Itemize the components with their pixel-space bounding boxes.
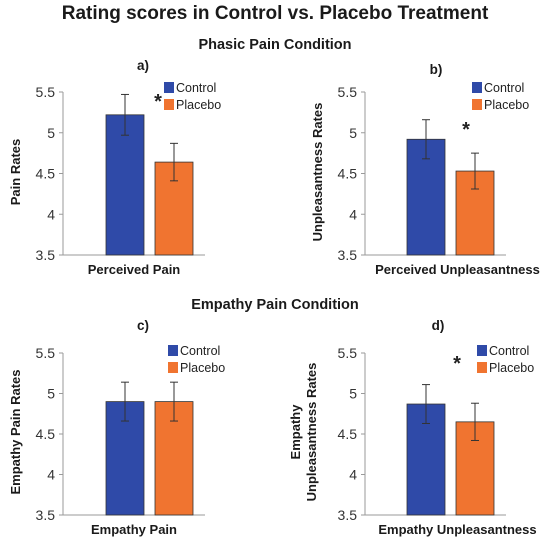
legend-swatch-control	[168, 345, 178, 356]
y-tick-label: 5.5	[338, 84, 358, 100]
bar-control	[105, 114, 145, 256]
significance-star: *	[462, 119, 470, 141]
y-axis-label-line: Empathy	[288, 404, 303, 460]
y-tick-label: 4	[47, 206, 55, 222]
x-axis-label: Empathy Pain	[91, 522, 177, 537]
y-tick-label: 5.5	[36, 84, 56, 100]
legend-swatch-placebo	[164, 99, 174, 110]
legend-label-placebo: Placebo	[180, 361, 225, 375]
legend-swatch-control	[164, 82, 174, 93]
legend-swatch-placebo	[472, 99, 482, 110]
section-title-empathy: Empathy Pain Condition	[191, 297, 359, 313]
y-tick-label: 5.5	[36, 345, 56, 361]
legend-swatch-placebo	[168, 362, 178, 373]
panel-label: b)	[430, 62, 443, 77]
y-tick-label: 3.5	[338, 507, 358, 523]
y-tick-label: 5	[349, 125, 357, 141]
panel-label: c)	[137, 318, 149, 333]
legend-label-control: Control	[176, 81, 216, 95]
panel-label: a)	[137, 58, 149, 73]
y-tick-label: 3.5	[36, 247, 56, 263]
y-tick-label: 4.5	[338, 166, 358, 182]
y-axis-label: Empathy Pain Rates	[8, 370, 23, 495]
page-title: Rating scores in Control vs. Placebo Tre…	[61, 3, 489, 24]
y-axis-label-line: Pain Rates	[8, 139, 23, 205]
significance-star: *	[154, 91, 162, 113]
x-axis-label: Perceived Unpleasantness	[375, 262, 540, 277]
significance-star: *	[453, 353, 461, 375]
y-axis-label: EmpathyUnpleasantness Rates	[288, 363, 319, 502]
legend-label-placebo: Placebo	[176, 98, 221, 112]
y-tick-label: 5	[349, 386, 357, 402]
legend-swatch-control	[472, 82, 482, 93]
legend-label-placebo: Placebo	[489, 361, 534, 375]
y-axis-label: Unpleasantness Rates	[310, 103, 325, 242]
x-axis-label: Empathy Unpleasantness	[378, 522, 536, 537]
y-tick-label: 3.5	[36, 507, 56, 523]
x-axis-label: Perceived Pain	[88, 262, 181, 277]
panel-label: d)	[432, 318, 445, 333]
y-tick-label: 4	[47, 467, 55, 483]
y-axis-label-line: Unpleasantness Rates	[310, 103, 325, 242]
y-tick-label: 4	[349, 206, 357, 222]
y-tick-label: 4.5	[36, 166, 56, 182]
legend-swatch-control	[477, 345, 487, 356]
section-title-phasic: Phasic Pain Condition	[198, 37, 352, 53]
y-tick-label: 3.5	[338, 247, 358, 263]
y-axis-label-line: Unpleasantness Rates	[304, 363, 319, 502]
legend-label-control: Control	[180, 344, 220, 358]
y-axis-label-line: Empathy Pain Rates	[8, 370, 23, 495]
legend-label-control: Control	[484, 81, 524, 95]
y-tick-label: 5.5	[338, 345, 358, 361]
y-tick-label: 5	[47, 386, 55, 402]
y-axis-label: Pain Rates	[8, 139, 23, 205]
legend-label-placebo: Placebo	[484, 98, 529, 112]
legend-label-control: Control	[489, 344, 529, 358]
y-tick-label: 4.5	[36, 426, 56, 442]
y-tick-label: 4	[349, 467, 357, 483]
legend-swatch-placebo	[477, 362, 487, 373]
y-tick-label: 4.5	[338, 426, 358, 442]
y-tick-label: 5	[47, 125, 55, 141]
